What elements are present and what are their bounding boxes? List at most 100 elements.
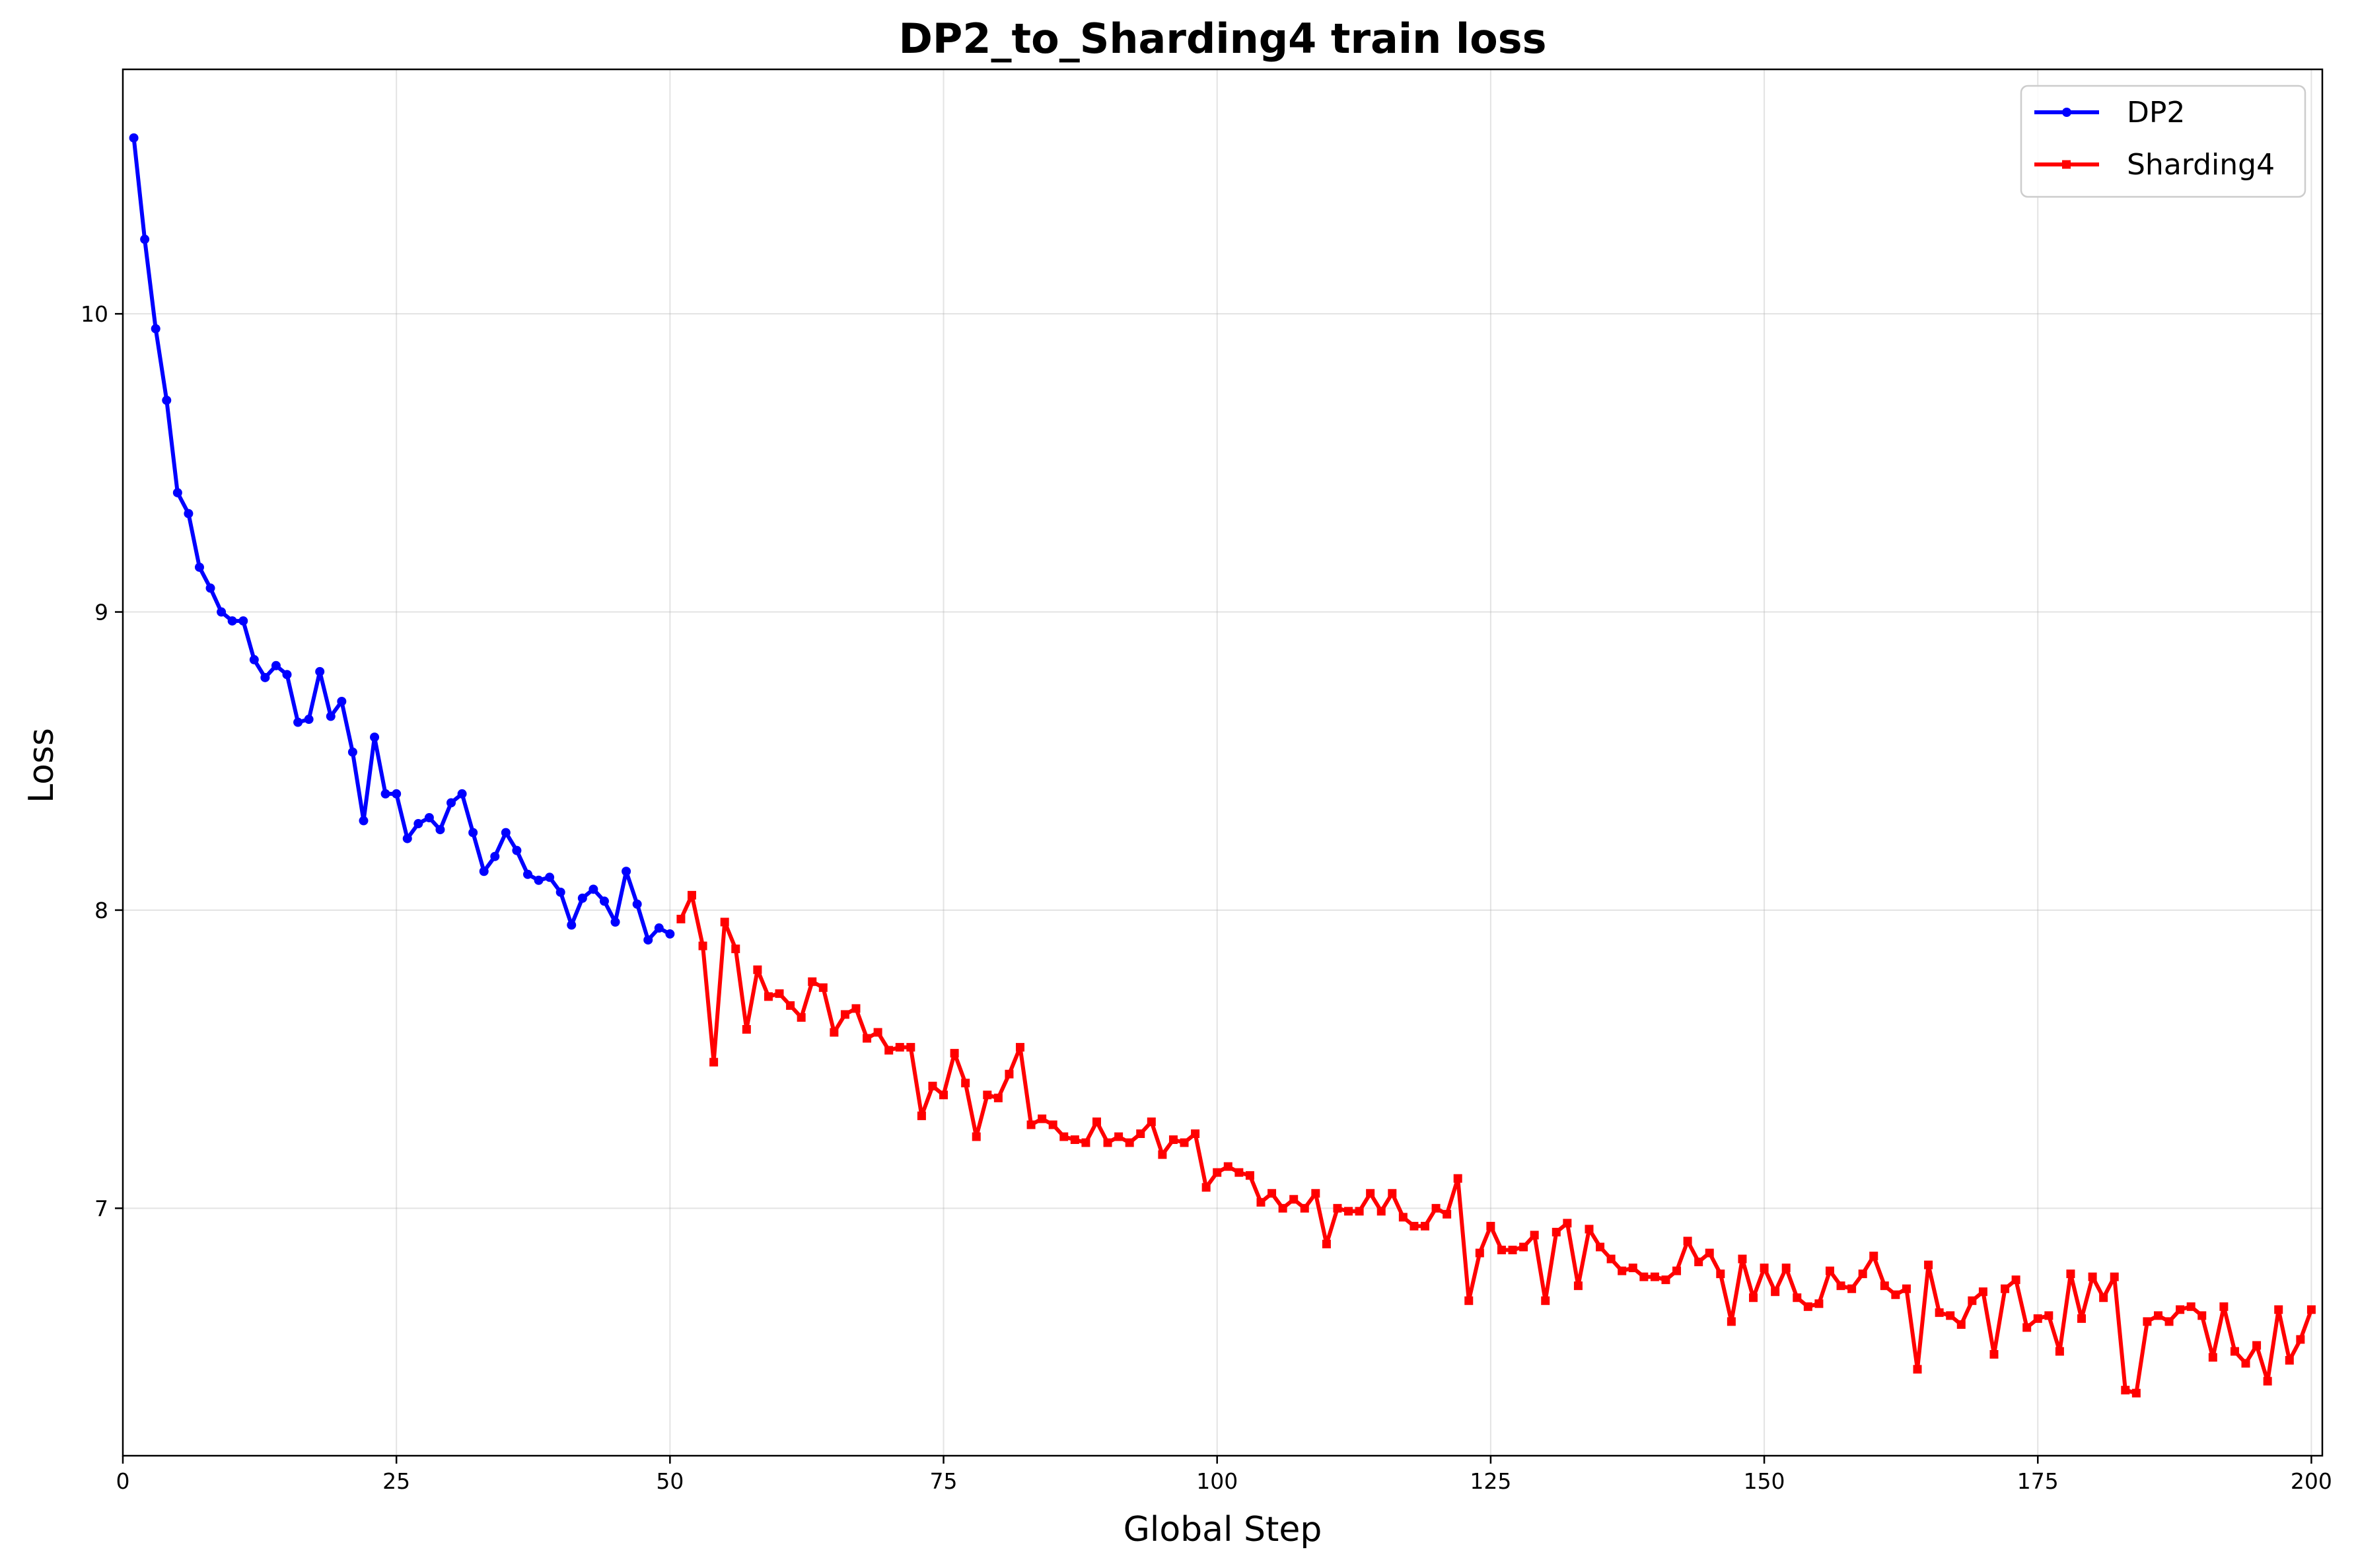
data-point-dp2 [479, 867, 489, 876]
data-point-dp2 [194, 562, 204, 572]
data-point-sharding4 [1311, 1189, 1320, 1198]
data-point-dp2 [162, 396, 172, 406]
data-point-sharding4 [1114, 1132, 1124, 1141]
axis-ticks: 0 25 50 75 100 125 150 175 200 7 8 9 10 [81, 301, 2332, 1494]
data-point-sharding4 [1650, 1272, 1659, 1281]
grid [122, 69, 2322, 1456]
data-point-dp2 [522, 869, 532, 879]
data-point-dp2 [468, 828, 478, 837]
data-point-sharding4 [1453, 1174, 1462, 1183]
data-point-sharding4 [1201, 1183, 1211, 1192]
data-point-sharding4 [1935, 1308, 1944, 1317]
data-point-sharding4 [1038, 1114, 1047, 1123]
data-point-sharding4 [1256, 1197, 1266, 1207]
data-point-sharding4 [2143, 1317, 2152, 1326]
data-point-dp2 [534, 875, 544, 885]
data-point-sharding4 [1585, 1225, 1594, 1234]
data-point-sharding4 [764, 992, 773, 1001]
data-point-dp2 [315, 666, 325, 676]
data-point-sharding4 [1245, 1171, 1254, 1180]
data-point-sharding4 [1059, 1132, 1069, 1141]
data-point-dp2 [129, 133, 139, 143]
data-point-sharding4 [1147, 1117, 1156, 1126]
data-point-dp2 [490, 851, 500, 861]
data-point-sharding4 [1223, 1162, 1232, 1171]
data-point-dp2 [446, 798, 456, 808]
data-point-sharding4 [972, 1132, 981, 1141]
data-point-sharding4 [1180, 1138, 1189, 1147]
data-point-sharding4 [2022, 1323, 2032, 1332]
x-tick-label: 200 [2291, 1468, 2332, 1494]
data-point-dp2 [577, 893, 587, 903]
data-point-sharding4 [2241, 1359, 2250, 1368]
legend-marker-sharding4 [2062, 160, 2071, 169]
data-point-dp2 [205, 583, 215, 593]
data-point-dp2 [326, 711, 336, 721]
data-point-sharding4 [1924, 1260, 1933, 1269]
data-point-dp2 [140, 234, 150, 244]
legend: DP2 Sharding4 [2020, 85, 2306, 198]
data-point-dp2 [501, 828, 511, 837]
data-point-dp2 [643, 935, 653, 945]
data-point-sharding4 [1048, 1120, 1057, 1129]
data-point-sharding4 [1606, 1254, 1616, 1264]
data-point-sharding4 [863, 1034, 872, 1043]
data-point-dp2 [457, 789, 467, 799]
x-tick-label: 100 [1196, 1468, 1238, 1494]
data-point-sharding4 [1596, 1242, 1605, 1252]
data-point-sharding4 [1618, 1266, 1627, 1275]
data-point-sharding4 [2285, 1356, 2294, 1365]
data-point-sharding4 [1825, 1266, 1834, 1275]
data-point-sharding4 [1005, 1069, 1014, 1079]
data-point-dp2 [337, 696, 347, 706]
data-point-sharding4 [676, 914, 686, 923]
data-point-sharding4 [1289, 1195, 1299, 1204]
data-point-sharding4 [1464, 1296, 1474, 1305]
data-point-dp2 [271, 660, 281, 670]
data-point-dp2 [665, 929, 675, 939]
data-point-sharding4 [1869, 1252, 1878, 1261]
data-point-sharding4 [1410, 1221, 1419, 1230]
x-tick-label: 125 [1470, 1468, 1511, 1494]
data-point-sharding4 [993, 1093, 1003, 1102]
data-point-sharding4 [2197, 1311, 2207, 1320]
data-point-dp2 [599, 896, 609, 906]
data-point-sharding4 [1683, 1236, 1692, 1246]
data-point-sharding4 [808, 977, 817, 986]
data-point-sharding4 [2066, 1269, 2075, 1279]
data-point-sharding4 [786, 1001, 795, 1010]
data-point-sharding4 [873, 1028, 882, 1037]
data-point-dp2 [380, 789, 390, 799]
data-point-sharding4 [1322, 1240, 1331, 1249]
data-point-sharding4 [1880, 1281, 1889, 1291]
data-point-sharding4 [1749, 1293, 1758, 1302]
data-point-dp2 [238, 616, 248, 626]
data-point-sharding4 [2099, 1293, 2108, 1302]
data-point-dp2 [227, 616, 237, 626]
x-axis-label: Global Step [1124, 1510, 1322, 1550]
legend-marker-dp2 [2062, 108, 2071, 117]
data-point-sharding4 [1738, 1254, 1747, 1264]
y-tick-label: 7 [94, 1195, 108, 1221]
data-point-sharding4 [1081, 1138, 1090, 1147]
data-point-sharding4 [1388, 1189, 1397, 1198]
data-point-sharding4 [1902, 1284, 1911, 1293]
data-point-sharding4 [939, 1090, 948, 1100]
y-tick-label: 10 [81, 301, 108, 327]
data-point-sharding4 [1858, 1269, 1867, 1279]
data-point-dp2 [435, 825, 445, 835]
data-point-sharding4 [2164, 1317, 2174, 1326]
data-point-sharding4 [917, 1111, 926, 1120]
data-point-sharding4 [1628, 1264, 1637, 1273]
x-tick-label: 150 [1744, 1468, 1785, 1494]
data-point-sharding4 [1486, 1221, 1495, 1230]
data-point-sharding4 [1070, 1135, 1079, 1145]
data-point-sharding4 [1793, 1293, 1802, 1302]
x-tick-label: 0 [116, 1468, 130, 1494]
legend-label-dp2: DP2 [2127, 96, 2185, 129]
data-point-dp2 [370, 732, 380, 742]
data-point-dp2 [424, 813, 434, 823]
data-point-sharding4 [961, 1079, 970, 1088]
data-point-sharding4 [906, 1043, 915, 1052]
